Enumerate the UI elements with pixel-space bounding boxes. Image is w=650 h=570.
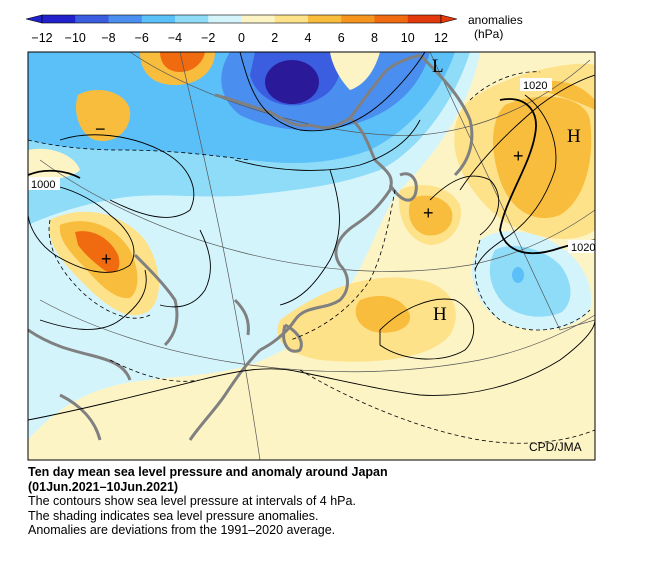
- anomaly-colorbar: −12 −10 −8 −6 −4 −2 0 2 4 6 8 10 12 anomalies (hPa): [25, 13, 523, 45]
- anomaly-max-marker-sea: +: [423, 203, 434, 223]
- credit-label: CPD/JMA: [529, 440, 582, 454]
- colorbar-cell: [374, 15, 409, 23]
- colorbar-tick-label: −6: [135, 31, 149, 45]
- colorbar-tick-label: −2: [201, 31, 215, 45]
- contour-label-1020-east: 1020: [571, 242, 595, 254]
- zero-anomaly-contours: [28, 71, 595, 444]
- contour-label-1000: 1000: [31, 179, 55, 191]
- colorbar-cell: [42, 15, 76, 23]
- colorbar-tick-label: −10: [65, 31, 86, 45]
- colorbar-cell: [108, 15, 143, 23]
- legend-title: anomalies: [468, 13, 523, 27]
- colorbar-tick-label: 12: [434, 31, 448, 45]
- colorbar-tick-label: 4: [305, 31, 312, 45]
- colorbar-cell: [341, 15, 375, 23]
- colorbar-cell: [208, 15, 242, 23]
- contour-label-1020-north: 1020: [523, 80, 547, 92]
- anomaly-max-marker-east: +: [513, 146, 524, 166]
- caption-shading-note: The shading indicates sea level pressure…: [28, 508, 319, 523]
- colorbar-cell: [241, 15, 276, 23]
- graticule: [39, 52, 595, 460]
- map-panel: 1020 1000 1020 L H H + + + − CPD/JMA: [28, 52, 595, 460]
- colorbar-tick-label: 6: [338, 31, 345, 45]
- caption-title: Ten day mean sea level pressure and anom…: [28, 465, 388, 479]
- colorbar-tick-label: 2: [271, 31, 278, 45]
- colorbar-tick-label: 8: [371, 31, 378, 45]
- figure-caption: Ten day mean sea level pressure and anom…: [28, 465, 628, 538]
- colorbar-cell: [274, 15, 309, 23]
- strongest-low-anomaly: [265, 60, 319, 104]
- colorbar-cell: [175, 15, 209, 23]
- colorbar-tick-label: 10: [401, 31, 415, 45]
- anomaly-max-marker-west: +: [101, 249, 112, 269]
- colorbar-cell: [75, 15, 109, 23]
- colorbar-left-arrow: [25, 14, 43, 24]
- map-frame: [27, 51, 596, 461]
- caption-contours-note: The contours show sea level pressure at …: [28, 494, 356, 508]
- colorbar-tick-label: −12: [31, 31, 52, 45]
- caption-period: (01Jun.2021–10Jun.2021): [28, 479, 179, 494]
- colorbar-tick-label: −4: [168, 31, 182, 45]
- colorbar-tick-label: −8: [101, 31, 115, 45]
- low-pressure-label: L: [432, 56, 444, 77]
- colorbar-cell: [141, 15, 176, 23]
- caption-baseline-note: Anomalies are deviations from the 1991–2…: [28, 523, 336, 537]
- high-pressure-label-east: H: [567, 126, 581, 147]
- colorbar-tick-label: 0: [238, 31, 245, 45]
- colorbar-right-arrow: [440, 14, 458, 24]
- legend-units: (hPa): [474, 27, 503, 41]
- anomaly-min-marker: −: [95, 119, 106, 139]
- colorbar-cell: [308, 15, 342, 23]
- contour-1000-west: [28, 169, 81, 179]
- colorbar-cell: [407, 15, 442, 23]
- high-pressure-label-south: H: [433, 304, 447, 325]
- pressure-contours: [28, 52, 595, 421]
